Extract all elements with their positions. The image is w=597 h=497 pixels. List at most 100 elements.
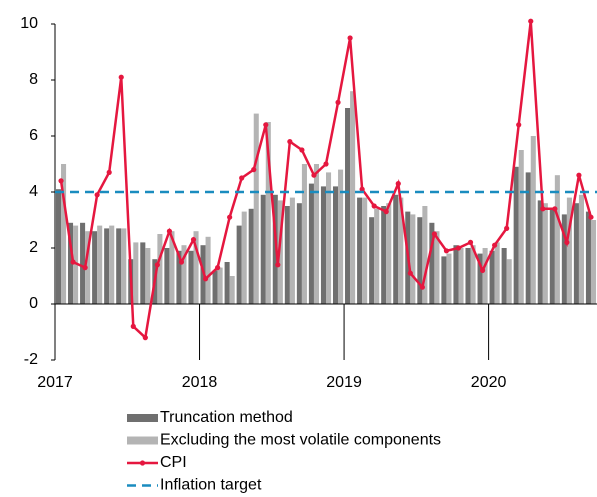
y-tick-label: 0	[29, 295, 38, 312]
y-tick-label: 8	[29, 71, 38, 88]
cpi-point	[528, 18, 534, 24]
cpi-point	[178, 259, 185, 265]
bar	[181, 245, 187, 304]
cpi-point	[431, 231, 437, 237]
bar	[320, 186, 326, 304]
bar	[145, 248, 151, 304]
cpi-point	[492, 242, 498, 248]
bar	[506, 259, 512, 304]
bar	[68, 222, 74, 304]
cpi-point	[455, 245, 462, 251]
bar	[537, 200, 543, 304]
bar	[386, 203, 392, 304]
cpi-point	[94, 192, 100, 198]
cpi-point	[142, 335, 148, 341]
bar	[345, 108, 351, 304]
bar	[55, 189, 62, 304]
bar	[441, 256, 447, 304]
bar	[446, 253, 452, 304]
x-tick-label: 2020	[471, 374, 507, 391]
bar	[453, 245, 459, 304]
bar	[434, 231, 440, 304]
bar	[362, 197, 368, 304]
bar	[236, 225, 242, 304]
bar	[489, 250, 495, 304]
bar	[265, 122, 271, 304]
cpi-point	[467, 239, 474, 245]
cpi-point	[347, 35, 353, 41]
cpi-point	[263, 122, 269, 128]
bar	[381, 206, 387, 304]
bar	[482, 248, 488, 304]
bar	[193, 231, 199, 304]
cpi-point	[443, 248, 450, 254]
cpi-point	[70, 259, 76, 265]
bar	[212, 270, 218, 304]
cpi-point	[106, 169, 112, 175]
bar	[470, 245, 476, 304]
cpi-point	[419, 284, 425, 290]
bar	[121, 228, 127, 304]
cpi-point	[552, 206, 558, 212]
cpi-point	[504, 225, 510, 231]
cpi-point	[383, 209, 389, 215]
y-tick-label: -2	[24, 351, 38, 368]
bar	[465, 248, 471, 304]
bar	[169, 231, 175, 304]
cpi-point	[251, 167, 257, 173]
bar	[369, 217, 375, 304]
bar	[188, 250, 194, 304]
bar	[501, 248, 507, 304]
bar	[140, 242, 146, 304]
bar	[357, 197, 363, 304]
x-tick-label: 2019	[326, 374, 362, 391]
bar	[326, 172, 332, 304]
bar	[350, 91, 356, 304]
legend-swatch	[127, 436, 158, 445]
cpi-point	[311, 172, 317, 178]
bar	[241, 211, 247, 304]
bar	[458, 248, 464, 304]
bar	[332, 186, 339, 304]
bar	[97, 225, 103, 304]
bar	[205, 236, 211, 304]
bar	[590, 220, 597, 304]
bar	[525, 172, 531, 304]
bar	[398, 197, 404, 304]
cpi-point	[202, 276, 209, 282]
cpi-point	[275, 262, 281, 268]
bar	[417, 217, 423, 304]
bar	[374, 208, 380, 304]
y-tick-label: 6	[29, 127, 38, 144]
bar	[554, 175, 560, 304]
legend-swatch	[139, 460, 146, 466]
bar	[566, 197, 572, 304]
bar	[542, 203, 548, 304]
y-tick-label: 10	[20, 15, 38, 32]
cpi-point	[335, 99, 341, 105]
cpi-point	[371, 203, 377, 209]
bar	[477, 253, 483, 304]
cpi-point	[540, 206, 546, 212]
bar	[549, 208, 555, 304]
cpi-point	[588, 214, 594, 220]
cpi-point	[190, 237, 197, 243]
cpi-point	[287, 139, 293, 145]
y-tick-label: 4	[29, 183, 38, 200]
bar	[518, 150, 524, 304]
bar	[313, 164, 320, 304]
bar	[513, 166, 519, 304]
bar	[92, 231, 98, 304]
cpi-point	[299, 147, 305, 153]
bar	[217, 267, 223, 304]
cpi-point	[576, 172, 582, 178]
cpi-point	[239, 175, 245, 181]
cpi-point	[130, 323, 136, 329]
cpi-point	[323, 161, 329, 167]
cpi-point	[58, 178, 64, 184]
bar	[133, 242, 139, 304]
bar	[393, 194, 399, 304]
cpi-point	[118, 74, 124, 80]
bar	[296, 203, 302, 304]
bar	[229, 276, 235, 304]
